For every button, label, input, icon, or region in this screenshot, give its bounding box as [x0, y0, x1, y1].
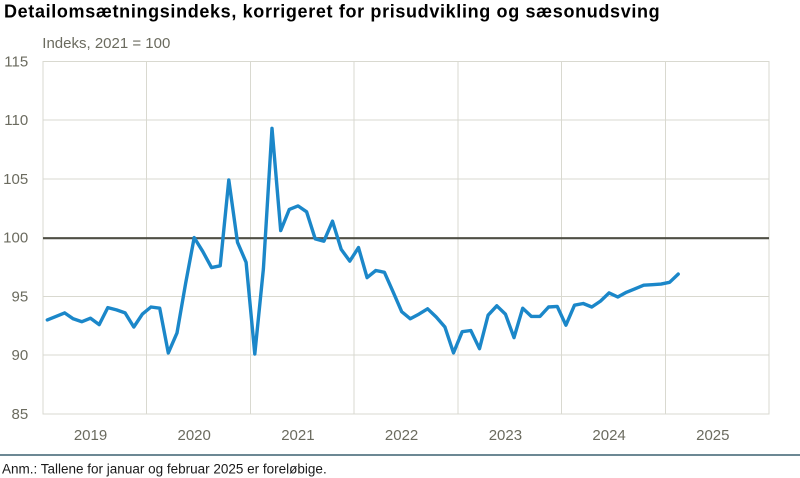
- svg-text:2024: 2024: [592, 427, 625, 444]
- svg-text:110: 110: [4, 112, 28, 129]
- svg-text:2023: 2023: [489, 427, 522, 444]
- svg-text:85: 85: [12, 406, 29, 423]
- svg-text:2025: 2025: [696, 427, 729, 444]
- svg-text:105: 105: [3, 171, 28, 188]
- svg-text:2022: 2022: [385, 427, 418, 444]
- svg-text:90: 90: [12, 347, 29, 364]
- svg-text:100: 100: [3, 230, 28, 247]
- svg-text:Indeks, 2021 = 100: Indeks, 2021 = 100: [42, 35, 170, 52]
- svg-text:95: 95: [12, 288, 29, 305]
- svg-text:115: 115: [4, 53, 28, 70]
- svg-text:2021: 2021: [281, 427, 314, 444]
- svg-text:2020: 2020: [178, 427, 211, 444]
- svg-text:Detailomsætningsindeks, korrig: Detailomsætningsindeks, korrigeret for p…: [4, 1, 660, 21]
- svg-text:2019: 2019: [74, 427, 107, 444]
- svg-text:Anm.: Tallene for januar og fe: Anm.: Tallene for januar og februar 2025…: [2, 462, 327, 477]
